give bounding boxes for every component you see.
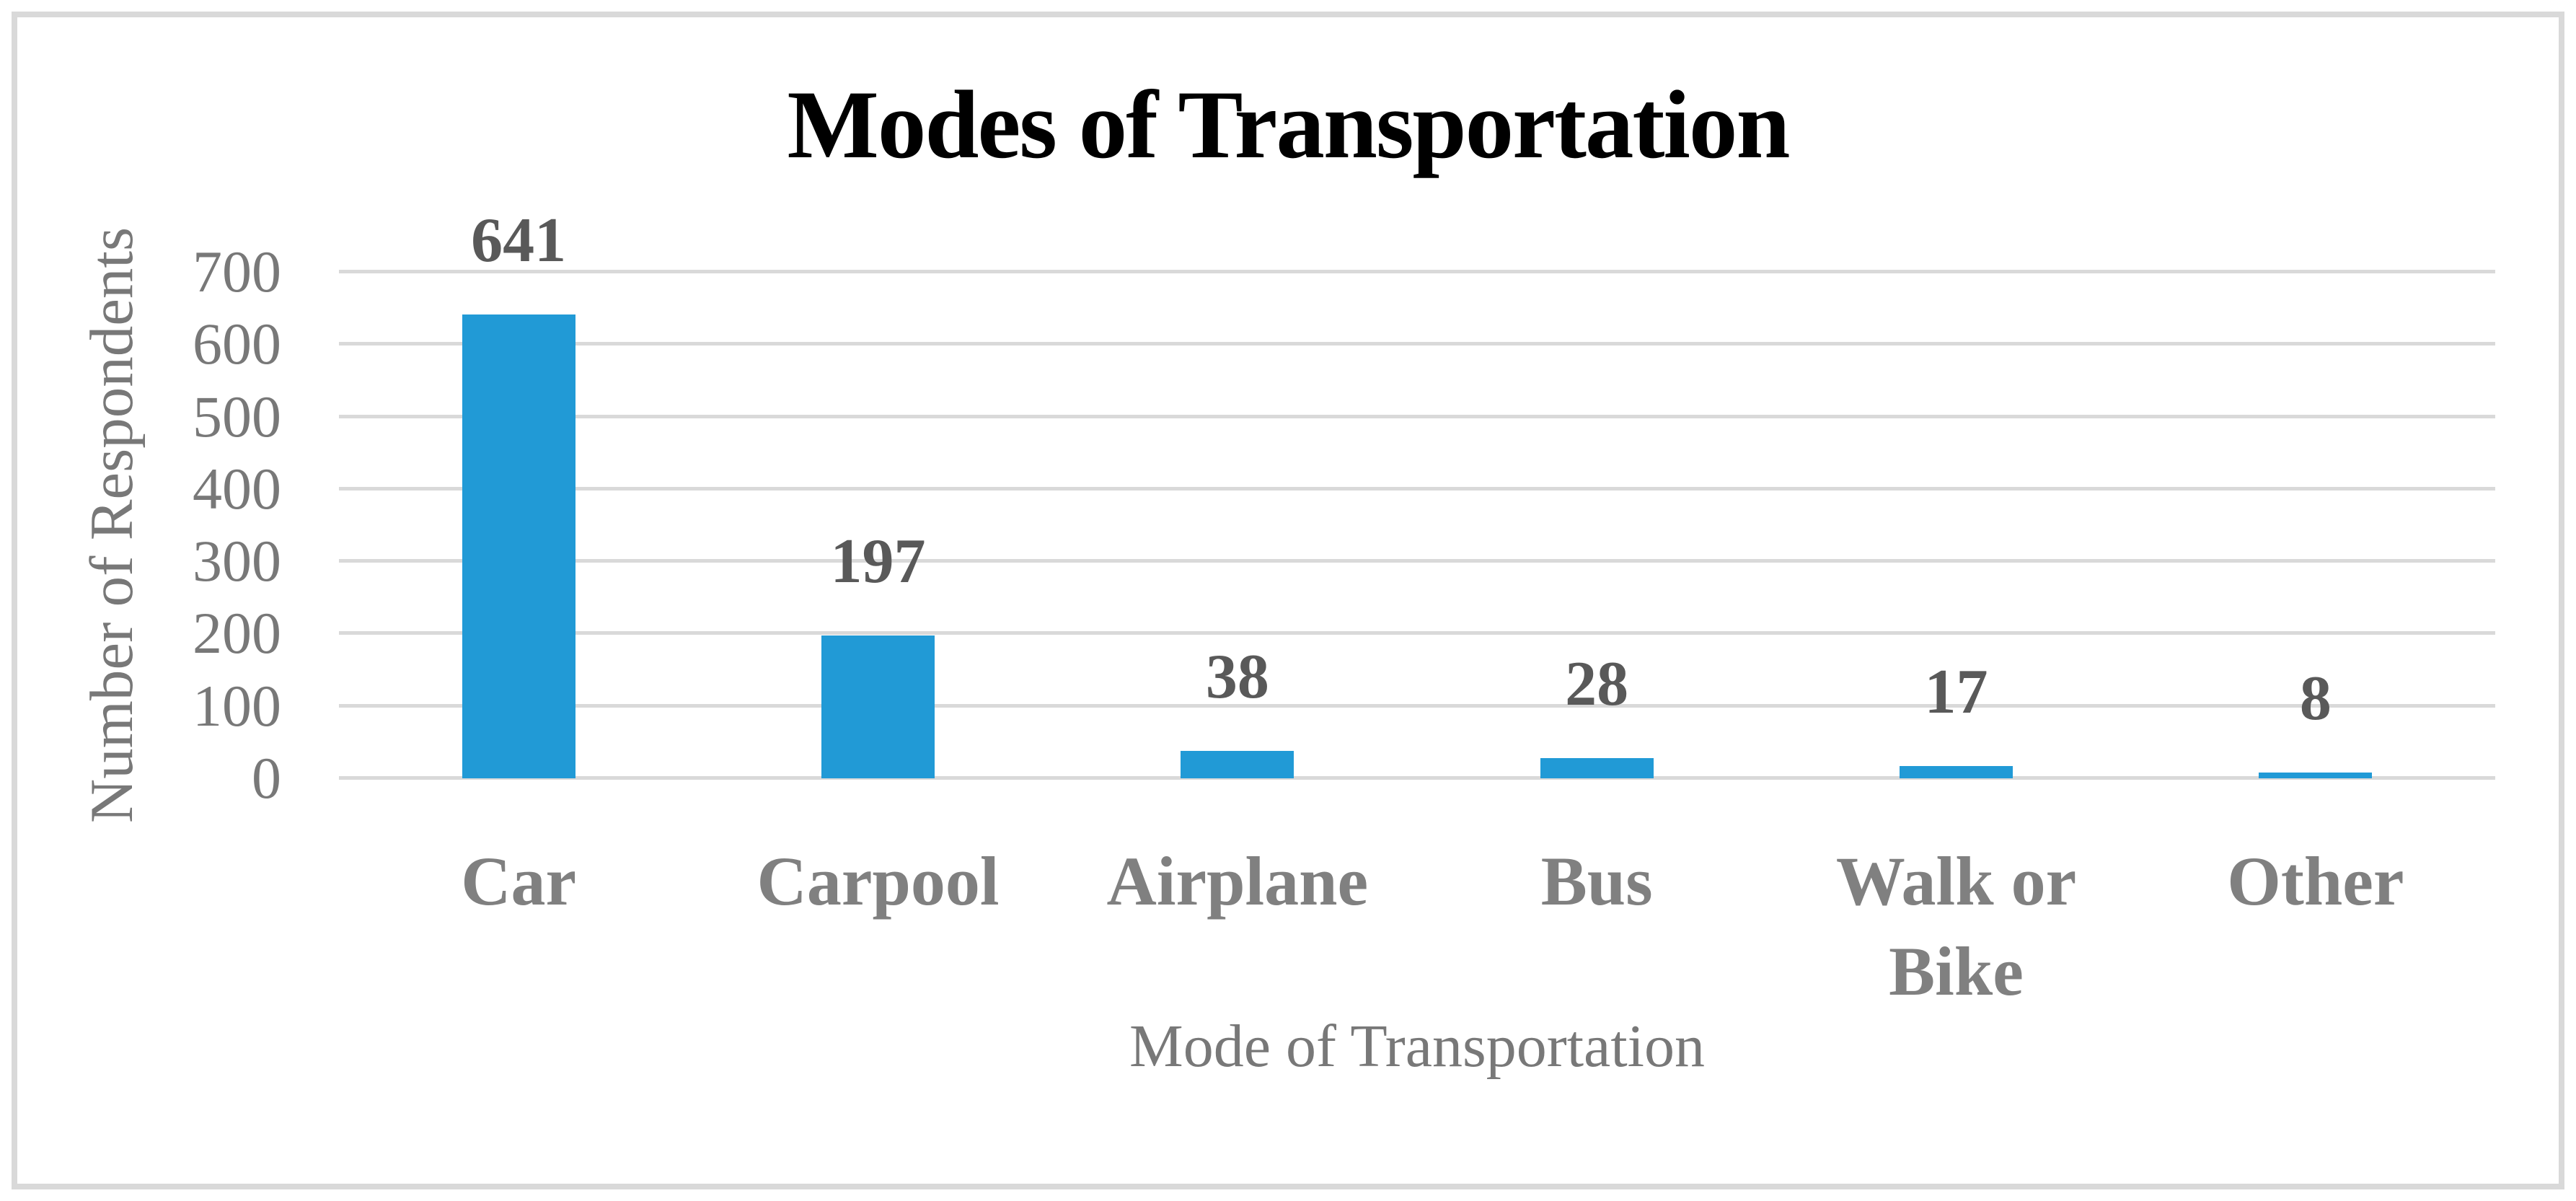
chart-title: Modes of Transportation <box>787 71 1790 179</box>
bar-other <box>2259 772 2373 778</box>
category-label-carpool: Carpool <box>757 843 1000 920</box>
category-label-walk-or-bike: Walk or Bike <box>1835 843 2077 1010</box>
y-tick-label-500: 500 <box>193 383 281 449</box>
figure-border <box>12 12 2564 1189</box>
bar-bus <box>1540 757 1654 778</box>
gridline-400 <box>339 486 2495 490</box>
gridline-600 <box>339 342 2495 346</box>
x-axis-line <box>339 776 2495 780</box>
gridline-500 <box>339 414 2495 418</box>
x-axis-category-labels: Car Carpool Airplane Bus Walk or Bike Other <box>339 837 2495 1053</box>
bar-airplane <box>1181 750 1294 778</box>
y-tick-label-0: 0 <box>252 745 281 811</box>
bar-value-label-other: 8 <box>2299 663 2332 734</box>
bar-walk-or-bike <box>1900 765 2013 778</box>
bar-car <box>462 314 575 778</box>
y-tick-label-200: 200 <box>193 600 281 667</box>
category-label-car: Car <box>461 843 577 920</box>
y-axis-tick-labels: 0 100 200 300 400 500 600 700 <box>0 239 281 811</box>
bar-value-label-walk-or-bike: 17 <box>1924 656 1988 727</box>
category-label-airplane: Airplane <box>1106 843 1369 920</box>
bar-carpool <box>821 635 935 778</box>
category-label-other: Other <box>2227 843 2404 920</box>
gridline-300 <box>339 559 2495 563</box>
category-label-bus: Bus <box>1540 843 1653 920</box>
y-tick-label-700: 700 <box>193 239 281 304</box>
y-tick-label-400: 400 <box>193 455 281 522</box>
gridline-100 <box>339 703 2495 708</box>
y-tick-label-100: 100 <box>193 672 281 739</box>
bar-value-label-bus: 28 <box>1565 648 1629 719</box>
bar-value-label-airplane: 38 <box>1205 641 1269 712</box>
plot-area: 641 197 38 28 17 8 <box>339 209 2495 780</box>
gridline-700 <box>339 270 2495 273</box>
y-tick-label-600: 600 <box>193 311 281 377</box>
bar-value-label-carpool: 197 <box>830 527 926 597</box>
bar-value-label-car: 641 <box>471 206 567 276</box>
gridline-200 <box>339 631 2495 635</box>
y-tick-label-300: 300 <box>193 528 281 594</box>
x-axis-title: Mode of Transportation <box>1129 1013 1705 1080</box>
